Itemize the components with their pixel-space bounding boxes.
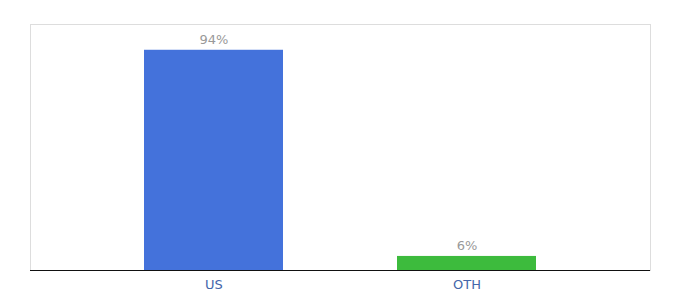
svg-text:OTH: OTH <box>453 277 481 292</box>
svg-text:6%: 6% <box>457 238 478 253</box>
svg-text:US: US <box>205 277 223 292</box>
svg-text:94%: 94% <box>200 32 229 47</box>
